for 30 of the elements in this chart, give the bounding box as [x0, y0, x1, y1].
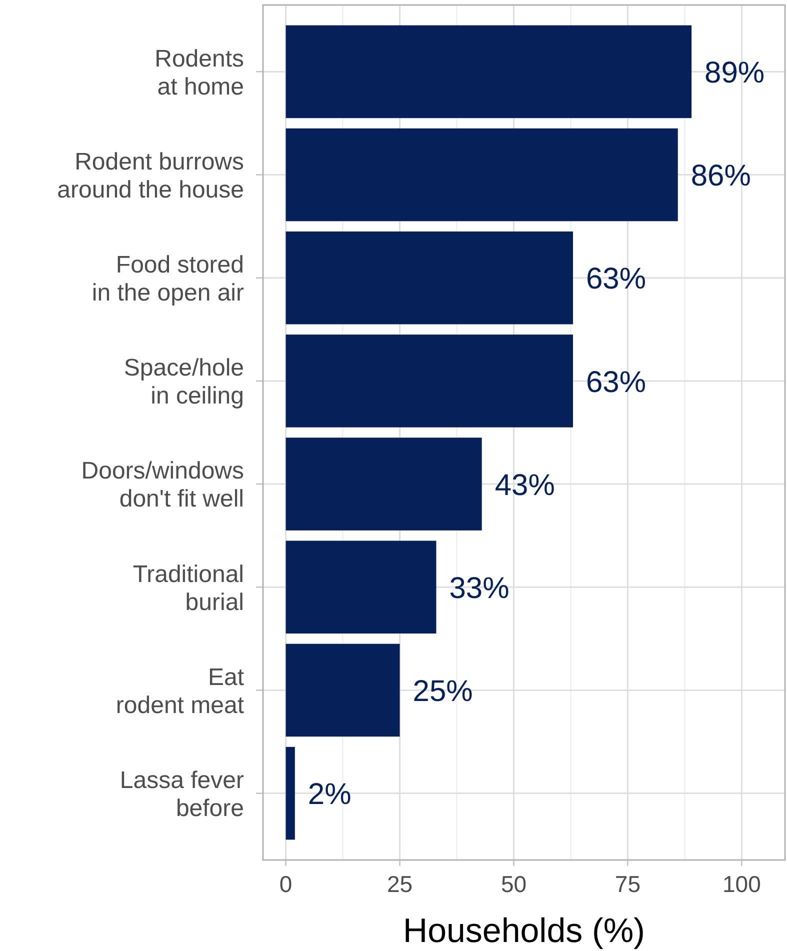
y-tick-label: Lassa fever before [120, 766, 244, 822]
y-tick-label: Rodent burrows around the house [57, 148, 244, 204]
bar [286, 25, 692, 118]
bar [286, 644, 400, 737]
bar [286, 438, 482, 530]
x-axis-title: Households (%) [403, 912, 645, 950]
x-tick-label: 25 [386, 871, 413, 897]
data-label: 25% [412, 675, 473, 708]
y-tick-label: Food stored in the open air [92, 252, 244, 307]
y-tick-label: Rodents at home [154, 45, 244, 100]
data-label: 89% [704, 56, 765, 90]
data-label: 63% [586, 366, 646, 399]
y-tick-label: Eat rodent meat [116, 664, 244, 719]
data-label: 63% [586, 262, 646, 296]
bar [286, 540, 436, 634]
bar [286, 334, 574, 428]
data-label: 43% [494, 468, 555, 502]
y-tick-label: Space/hole in ceiling [124, 354, 244, 410]
bar [286, 231, 574, 324]
data-label: 33% [449, 572, 510, 605]
data-label: 86% [690, 160, 751, 193]
x-tick-label: 100 [722, 871, 761, 897]
data-label: 2% [308, 778, 352, 812]
y-tick-label: Traditional burial [132, 560, 244, 616]
x-tick-label: 50 [500, 871, 527, 897]
bar [286, 746, 295, 840]
bar [286, 128, 678, 222]
x-tick-label: 75 [614, 871, 641, 897]
y-tick-label: Doors/windows don't fit well [81, 458, 244, 513]
x-tick-label: 0 [279, 871, 292, 897]
